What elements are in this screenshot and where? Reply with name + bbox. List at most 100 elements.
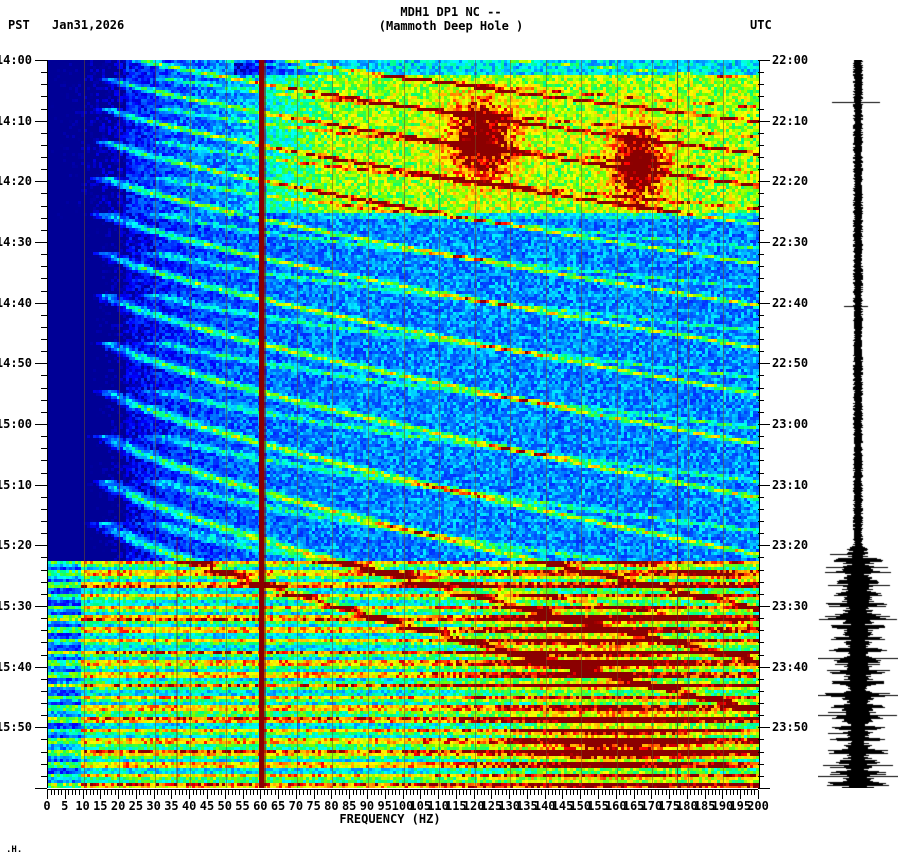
tick-minor	[758, 593, 764, 595]
freq-tick-minor	[235, 790, 237, 795]
freq-tick-minor	[541, 790, 543, 795]
freq-label: 15	[93, 799, 108, 813]
tick-minor	[758, 205, 764, 207]
freq-label: 85	[341, 799, 357, 813]
tick-minor	[758, 763, 764, 765]
tick-minor	[758, 108, 764, 110]
freq-tick-minor	[637, 790, 639, 795]
tick-minor	[41, 436, 47, 438]
freq-tick-minor	[228, 790, 230, 795]
time-label-utc: 23:00	[772, 417, 809, 431]
freq-tick-major	[100, 790, 102, 799]
time-label-utc: 22:50	[772, 356, 809, 371]
freq-label: 140	[533, 799, 556, 813]
tick-minor	[41, 96, 47, 98]
freq-tick-minor	[452, 790, 454, 795]
freq-label: 175	[658, 799, 680, 813]
freq-tick-minor	[327, 790, 329, 795]
tick-minor	[758, 460, 764, 462]
freq-tick-minor	[676, 790, 678, 795]
freq-tick-minor	[726, 790, 727, 795]
tick-minor	[758, 775, 764, 777]
freq-tick-minor	[253, 790, 255, 795]
freq-tick-minor	[448, 790, 450, 795]
freq-label: 200	[747, 799, 769, 813]
freq-tick-major	[722, 790, 724, 799]
freq-tick-minor	[612, 790, 614, 795]
freq-tick-minor	[217, 790, 219, 795]
corner-mark: .H.	[6, 845, 23, 855]
freq-tick-minor	[622, 790, 624, 795]
freq-tick-minor	[697, 790, 699, 795]
tick-minor	[41, 84, 47, 86]
freq-label: 150	[569, 799, 592, 813]
tick-minor	[758, 132, 764, 134]
tick-major	[35, 181, 47, 183]
freq-tick-minor	[594, 790, 596, 795]
freq-tick-minor	[310, 790, 312, 795]
tick-major	[758, 424, 770, 425]
seismogram-trace[interactable]	[818, 60, 898, 788]
tick-minor	[41, 411, 47, 413]
freq-tick-major	[526, 790, 528, 799]
freq-tick-minor	[363, 790, 365, 795]
tick-minor	[41, 533, 47, 535]
tick-minor	[41, 72, 47, 74]
freq-tick-major	[366, 790, 368, 799]
tick-minor	[41, 229, 47, 231]
tick-minor	[758, 193, 764, 195]
tick-minor	[41, 508, 47, 510]
tick-minor	[758, 739, 764, 741]
freq-tick-minor	[406, 790, 408, 795]
tick-minor	[41, 254, 47, 256]
freq-label: 160	[604, 799, 627, 813]
freq-tick-minor	[68, 790, 70, 795]
freq-tick-minor	[128, 790, 130, 795]
tick-minor	[41, 690, 47, 692]
freq-label: 20	[110, 799, 126, 813]
freq-tick-minor	[345, 790, 347, 795]
freq-tick-major	[171, 790, 173, 799]
freq-tick-major	[544, 790, 546, 799]
tick-minor	[758, 278, 764, 280]
freq-tick-major	[509, 790, 511, 799]
freq-tick-major	[135, 790, 137, 799]
frequency-axis-labels: 0 5 10 15 20 25 30 35 40 45 50 55 60 65 70 75 80 85 90 95 10…	[0, 799, 902, 815]
freq-tick-minor	[374, 790, 376, 795]
freq-tick-minor	[157, 790, 159, 795]
time-label-pst: 15:50	[0, 720, 32, 735]
freq-tick-minor	[306, 790, 308, 795]
freq-tick-major	[242, 790, 244, 799]
tick-minor	[758, 254, 764, 256]
freq-tick-major	[189, 790, 191, 799]
tick-minor	[758, 508, 764, 510]
freq-tick-minor	[502, 790, 504, 795]
freq-tick-minor	[139, 790, 141, 795]
tick-minor	[758, 569, 764, 571]
freq-tick-minor	[199, 790, 201, 795]
time-label-pst: 15:10	[0, 477, 32, 492]
tick-minor	[758, 314, 764, 316]
freq-tick-major	[260, 790, 262, 799]
tick-minor	[41, 108, 47, 110]
freq-tick-major	[295, 790, 297, 799]
time-axis-ticks-utc	[758, 60, 770, 789]
spectrogram-image[interactable]	[48, 60, 759, 788]
freq-tick-minor	[672, 790, 674, 795]
freq-tick-minor	[530, 790, 532, 795]
tick-minor	[41, 448, 47, 450]
freq-tick-minor	[338, 790, 340, 795]
freq-tick-minor	[708, 790, 710, 795]
freq-tick-minor	[413, 790, 415, 795]
freq-tick-minor	[174, 790, 176, 795]
freq-tick-major	[331, 790, 333, 799]
tick-minor	[758, 326, 764, 328]
freq-tick-minor	[601, 790, 603, 795]
tick-major	[35, 424, 47, 425]
tick-minor	[758, 703, 764, 705]
freq-tick-minor	[729, 790, 731, 795]
freq-tick-minor	[93, 790, 95, 795]
freq-tick-minor	[505, 790, 507, 795]
tick-minor	[758, 557, 764, 559]
tick-major	[758, 363, 770, 365]
